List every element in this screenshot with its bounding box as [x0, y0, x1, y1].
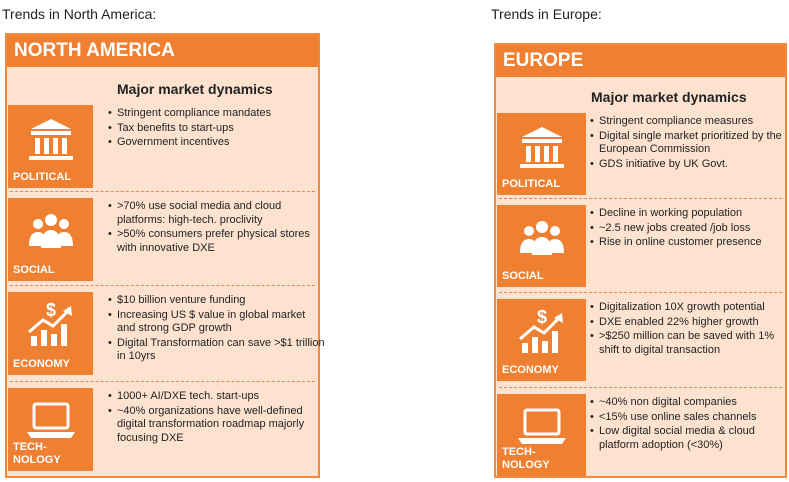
bullet: Digital Transformation can save >$1 tril… — [108, 337, 326, 364]
bullet: Rise in online customer presence — [590, 236, 789, 250]
label-line: TECH- — [13, 441, 47, 453]
label-line: SOCIAL — [502, 270, 544, 282]
svg-text:$: $ — [536, 307, 546, 327]
icon-box: TECH- NOLOGY — [497, 394, 586, 476]
icon-box: $ ECONOMY — [497, 299, 586, 381]
icon-box: SOCIAL — [8, 198, 93, 281]
panel-title: EUROPE — [496, 45, 785, 77]
panel: NORTH AMERICA Major market dynamics POLITI… — [5, 33, 325, 478]
icon-box: $ ECONOMY — [8, 292, 93, 375]
separator — [10, 191, 315, 192]
bullet: Government incentives — [108, 136, 326, 150]
bullet: GDS initiative by UK Govt. — [590, 158, 789, 172]
label-line: TECH- — [502, 446, 536, 458]
separator — [499, 292, 782, 293]
separator — [10, 381, 315, 382]
section-label: TECH- NOLOGY — [502, 446, 550, 472]
label-line: ECONOMY — [502, 364, 559, 376]
bullet-list: Stringent compliance mandatesTax benefit… — [107, 107, 326, 151]
separator — [499, 198, 782, 199]
icon-box: TECH- NOLOGY — [8, 388, 93, 471]
icon — [28, 214, 73, 248]
bullet-list: Digitalization 10X growth potentialDXE e… — [589, 301, 789, 358]
panel: EUROPE Major market dynamics POLITICAL Stri… — [494, 43, 787, 478]
section-label: SOCIAL — [13, 264, 55, 277]
bullet: Digital single market prioritized by the… — [590, 130, 789, 157]
bullet: ~2.5 new jobs created /job loss — [590, 222, 789, 236]
bullet: Digitalization 10X growth potential — [590, 301, 789, 315]
bullet: >$250 million can be saved with 1% shift… — [590, 330, 789, 357]
section-label: POLITICAL — [13, 171, 71, 184]
bullet: Low digital social media & cloud platfor… — [590, 425, 789, 452]
section-label: SOCIAL — [502, 270, 544, 283]
icon: $ — [518, 307, 563, 353]
label-line: SOCIAL — [13, 264, 55, 276]
section-heading: Major market dynamics — [117, 81, 273, 97]
bullet-list: ~40% non digital companies<15% use onlin… — [589, 396, 789, 453]
section-heading: Major market dynamics — [591, 89, 747, 105]
label-line: POLITICAL — [502, 178, 561, 190]
bullet-list: $10 billion venture fundingIncreasing US… — [107, 294, 326, 365]
icon: $ — [27, 300, 72, 346]
icon-box: SOCIAL — [497, 205, 586, 287]
bullet-list: Stringent compliance measuresDigital sin… — [589, 115, 789, 172]
bullet: >70% use social media and cloud platform… — [108, 200, 326, 227]
separator — [499, 387, 782, 388]
bullet: DXE enabled 22% higher growth — [590, 316, 789, 330]
section-label: TECH- NOLOGY — [13, 441, 61, 467]
caption: Trends in Europe: — [491, 6, 602, 22]
section-label: ECONOMY — [13, 358, 70, 371]
panel-title: NORTH AMERICA — [7, 35, 318, 67]
section-label: ECONOMY — [502, 364, 559, 377]
bullet: >50% consumers prefer physical stores wi… — [108, 228, 326, 255]
bullet: 1000+ AI/DXE tech. start-ups — [108, 390, 326, 404]
icon — [26, 402, 75, 438]
bullet-list: >70% use social media and cloud platform… — [107, 200, 326, 256]
svg-text:$: $ — [45, 300, 55, 320]
label-line: ECONOMY — [13, 358, 70, 370]
icon-box: POLITICAL — [497, 113, 586, 195]
bullet: Stringent compliance measures — [590, 115, 789, 129]
icon — [519, 221, 564, 255]
separator — [10, 285, 315, 286]
caption: Trends in North America: — [2, 6, 157, 22]
bullet-list: 1000+ AI/DXE tech. start-ups~40% organiz… — [107, 390, 326, 446]
icon — [517, 408, 566, 444]
bullet: ~40% non digital companies — [590, 396, 789, 410]
bullet: ~40% organizations have well-defined dig… — [108, 405, 326, 446]
bullet: Decline in working population — [590, 207, 789, 221]
label-line: NOLOGY — [502, 459, 550, 471]
icon — [28, 119, 73, 160]
label-line: POLITICAL — [13, 171, 72, 183]
bullet: <15% use online sales channels — [590, 411, 789, 425]
bullet: Stringent compliance mandates — [108, 107, 326, 121]
bullet: Increasing US $ value in global market a… — [108, 309, 326, 336]
label-line: NOLOGY — [13, 454, 61, 466]
icon-box: POLITICAL — [8, 105, 93, 188]
bullet: $10 billion venture funding — [108, 294, 326, 308]
icon — [519, 127, 564, 168]
section-label: POLITICAL — [502, 178, 560, 191]
bullet: Tax benefits to start-ups — [108, 122, 326, 136]
bullet-list: Decline in working population~2.5 new jo… — [589, 207, 789, 251]
